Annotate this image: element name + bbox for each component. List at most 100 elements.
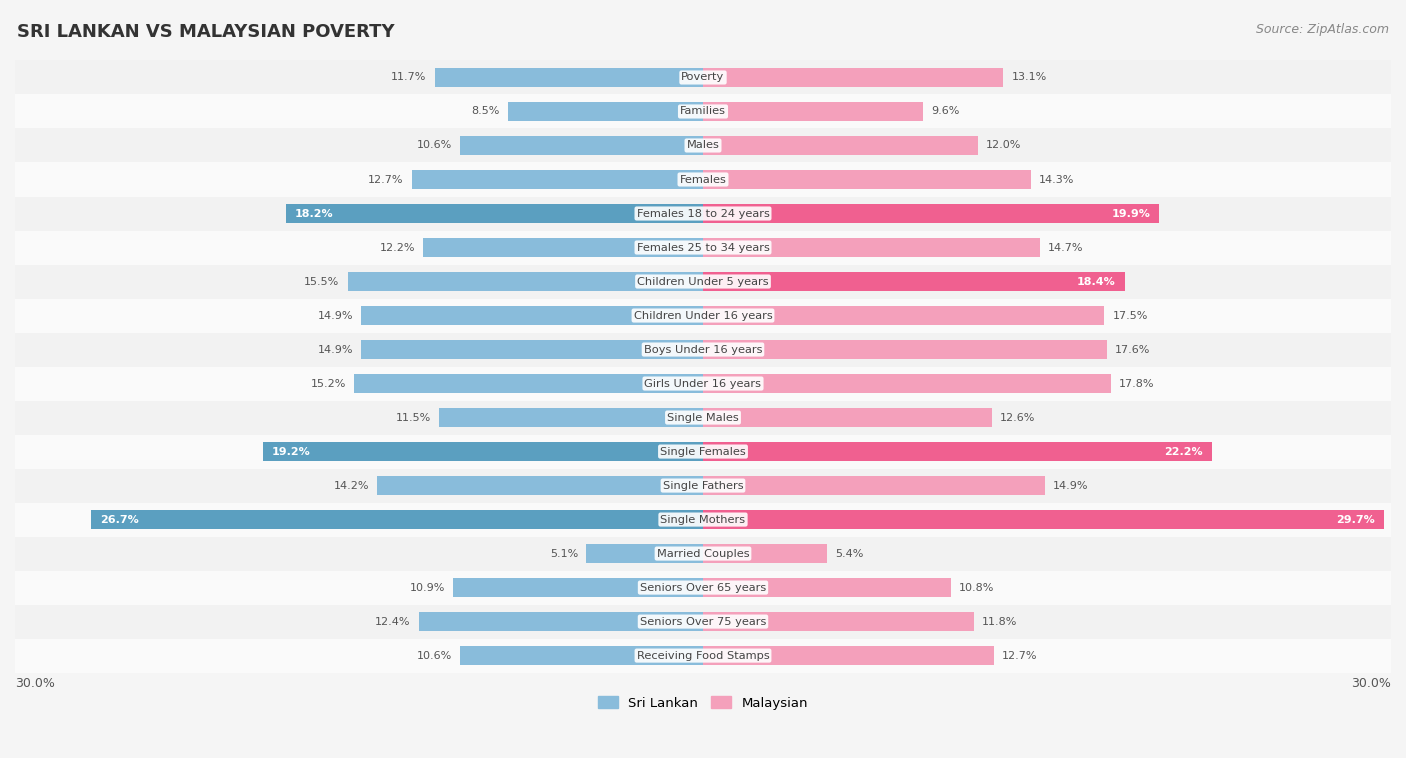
Text: Females: Females bbox=[679, 174, 727, 184]
Text: 19.9%: 19.9% bbox=[1111, 208, 1150, 218]
Text: Single Males: Single Males bbox=[666, 412, 740, 422]
Bar bbox=[377, 476, 703, 495]
Text: 14.9%: 14.9% bbox=[1053, 481, 1088, 490]
Bar bbox=[703, 272, 1125, 291]
Bar bbox=[703, 374, 1111, 393]
Bar bbox=[460, 647, 703, 665]
Bar bbox=[703, 544, 827, 563]
Bar bbox=[423, 238, 703, 257]
Text: 17.6%: 17.6% bbox=[1115, 345, 1150, 355]
Text: Males: Males bbox=[686, 140, 720, 151]
Bar bbox=[361, 306, 703, 325]
Bar bbox=[15, 367, 1391, 400]
Text: Married Couples: Married Couples bbox=[657, 549, 749, 559]
Bar bbox=[354, 374, 703, 393]
Text: Single Females: Single Females bbox=[661, 446, 745, 456]
Text: Children Under 16 years: Children Under 16 years bbox=[634, 311, 772, 321]
Bar bbox=[15, 537, 1391, 571]
Bar bbox=[361, 340, 703, 359]
Bar bbox=[703, 612, 973, 631]
Bar bbox=[703, 578, 950, 597]
Bar bbox=[15, 638, 1391, 672]
Bar bbox=[703, 476, 1045, 495]
Bar bbox=[586, 544, 703, 563]
Text: Children Under 5 years: Children Under 5 years bbox=[637, 277, 769, 287]
Text: Families: Families bbox=[681, 106, 725, 117]
Bar bbox=[703, 136, 979, 155]
Text: 13.1%: 13.1% bbox=[1011, 73, 1046, 83]
Text: 5.4%: 5.4% bbox=[835, 549, 863, 559]
Bar bbox=[703, 409, 993, 427]
Text: 9.6%: 9.6% bbox=[931, 106, 959, 117]
Text: Seniors Over 65 years: Seniors Over 65 years bbox=[640, 583, 766, 593]
Text: Boys Under 16 years: Boys Under 16 years bbox=[644, 345, 762, 355]
Bar bbox=[439, 409, 703, 427]
Text: 5.1%: 5.1% bbox=[550, 549, 578, 559]
Bar bbox=[703, 647, 994, 665]
Bar bbox=[460, 136, 703, 155]
Text: 10.9%: 10.9% bbox=[409, 583, 446, 593]
Bar bbox=[15, 162, 1391, 196]
Bar bbox=[703, 102, 924, 121]
Bar bbox=[15, 605, 1391, 638]
Bar bbox=[15, 400, 1391, 434]
Text: 12.0%: 12.0% bbox=[986, 140, 1022, 151]
Bar bbox=[703, 306, 1104, 325]
Text: 14.7%: 14.7% bbox=[1047, 243, 1084, 252]
Bar bbox=[15, 95, 1391, 129]
Bar bbox=[15, 265, 1391, 299]
Text: Poverty: Poverty bbox=[682, 73, 724, 83]
Bar bbox=[434, 68, 703, 87]
Text: 18.4%: 18.4% bbox=[1077, 277, 1116, 287]
Bar bbox=[15, 503, 1391, 537]
Bar bbox=[508, 102, 703, 121]
Text: 12.4%: 12.4% bbox=[375, 616, 411, 627]
Text: 11.7%: 11.7% bbox=[391, 73, 426, 83]
Bar bbox=[285, 204, 703, 223]
Bar bbox=[703, 170, 1031, 189]
Bar bbox=[703, 68, 1004, 87]
Text: 10.6%: 10.6% bbox=[416, 140, 451, 151]
Text: 12.2%: 12.2% bbox=[380, 243, 415, 252]
Text: 14.2%: 14.2% bbox=[333, 481, 370, 490]
Bar bbox=[703, 238, 1040, 257]
Bar bbox=[703, 442, 1212, 461]
Bar bbox=[412, 170, 703, 189]
Bar bbox=[15, 129, 1391, 162]
Text: 10.6%: 10.6% bbox=[416, 650, 451, 660]
Text: Seniors Over 75 years: Seniors Over 75 years bbox=[640, 616, 766, 627]
Bar bbox=[419, 612, 703, 631]
Text: Source: ZipAtlas.com: Source: ZipAtlas.com bbox=[1256, 23, 1389, 36]
Legend: Sri Lankan, Malaysian: Sri Lankan, Malaysian bbox=[592, 691, 814, 715]
Text: Receiving Food Stamps: Receiving Food Stamps bbox=[637, 650, 769, 660]
Text: 8.5%: 8.5% bbox=[471, 106, 501, 117]
Text: 30.0%: 30.0% bbox=[15, 677, 55, 690]
Text: 12.6%: 12.6% bbox=[1000, 412, 1035, 422]
Text: 14.3%: 14.3% bbox=[1039, 174, 1074, 184]
Text: 10.8%: 10.8% bbox=[959, 583, 994, 593]
Text: 14.9%: 14.9% bbox=[318, 311, 353, 321]
Text: 22.2%: 22.2% bbox=[1164, 446, 1204, 456]
Text: 26.7%: 26.7% bbox=[100, 515, 139, 525]
Text: 17.8%: 17.8% bbox=[1119, 378, 1154, 389]
Text: 12.7%: 12.7% bbox=[1002, 650, 1038, 660]
Text: 19.2%: 19.2% bbox=[271, 446, 311, 456]
Bar bbox=[703, 510, 1384, 529]
Bar bbox=[703, 204, 1160, 223]
Bar bbox=[15, 434, 1391, 468]
Text: Single Fathers: Single Fathers bbox=[662, 481, 744, 490]
Bar bbox=[15, 571, 1391, 605]
Text: 30.0%: 30.0% bbox=[1351, 677, 1391, 690]
Bar bbox=[15, 61, 1391, 95]
Bar bbox=[15, 299, 1391, 333]
Text: Single Mothers: Single Mothers bbox=[661, 515, 745, 525]
Text: Females 25 to 34 years: Females 25 to 34 years bbox=[637, 243, 769, 252]
Bar bbox=[15, 468, 1391, 503]
Bar bbox=[453, 578, 703, 597]
Bar bbox=[15, 196, 1391, 230]
Text: 11.5%: 11.5% bbox=[396, 412, 432, 422]
Bar bbox=[15, 230, 1391, 265]
Text: 15.2%: 15.2% bbox=[311, 378, 346, 389]
Bar bbox=[703, 340, 1107, 359]
Text: 29.7%: 29.7% bbox=[1336, 515, 1375, 525]
